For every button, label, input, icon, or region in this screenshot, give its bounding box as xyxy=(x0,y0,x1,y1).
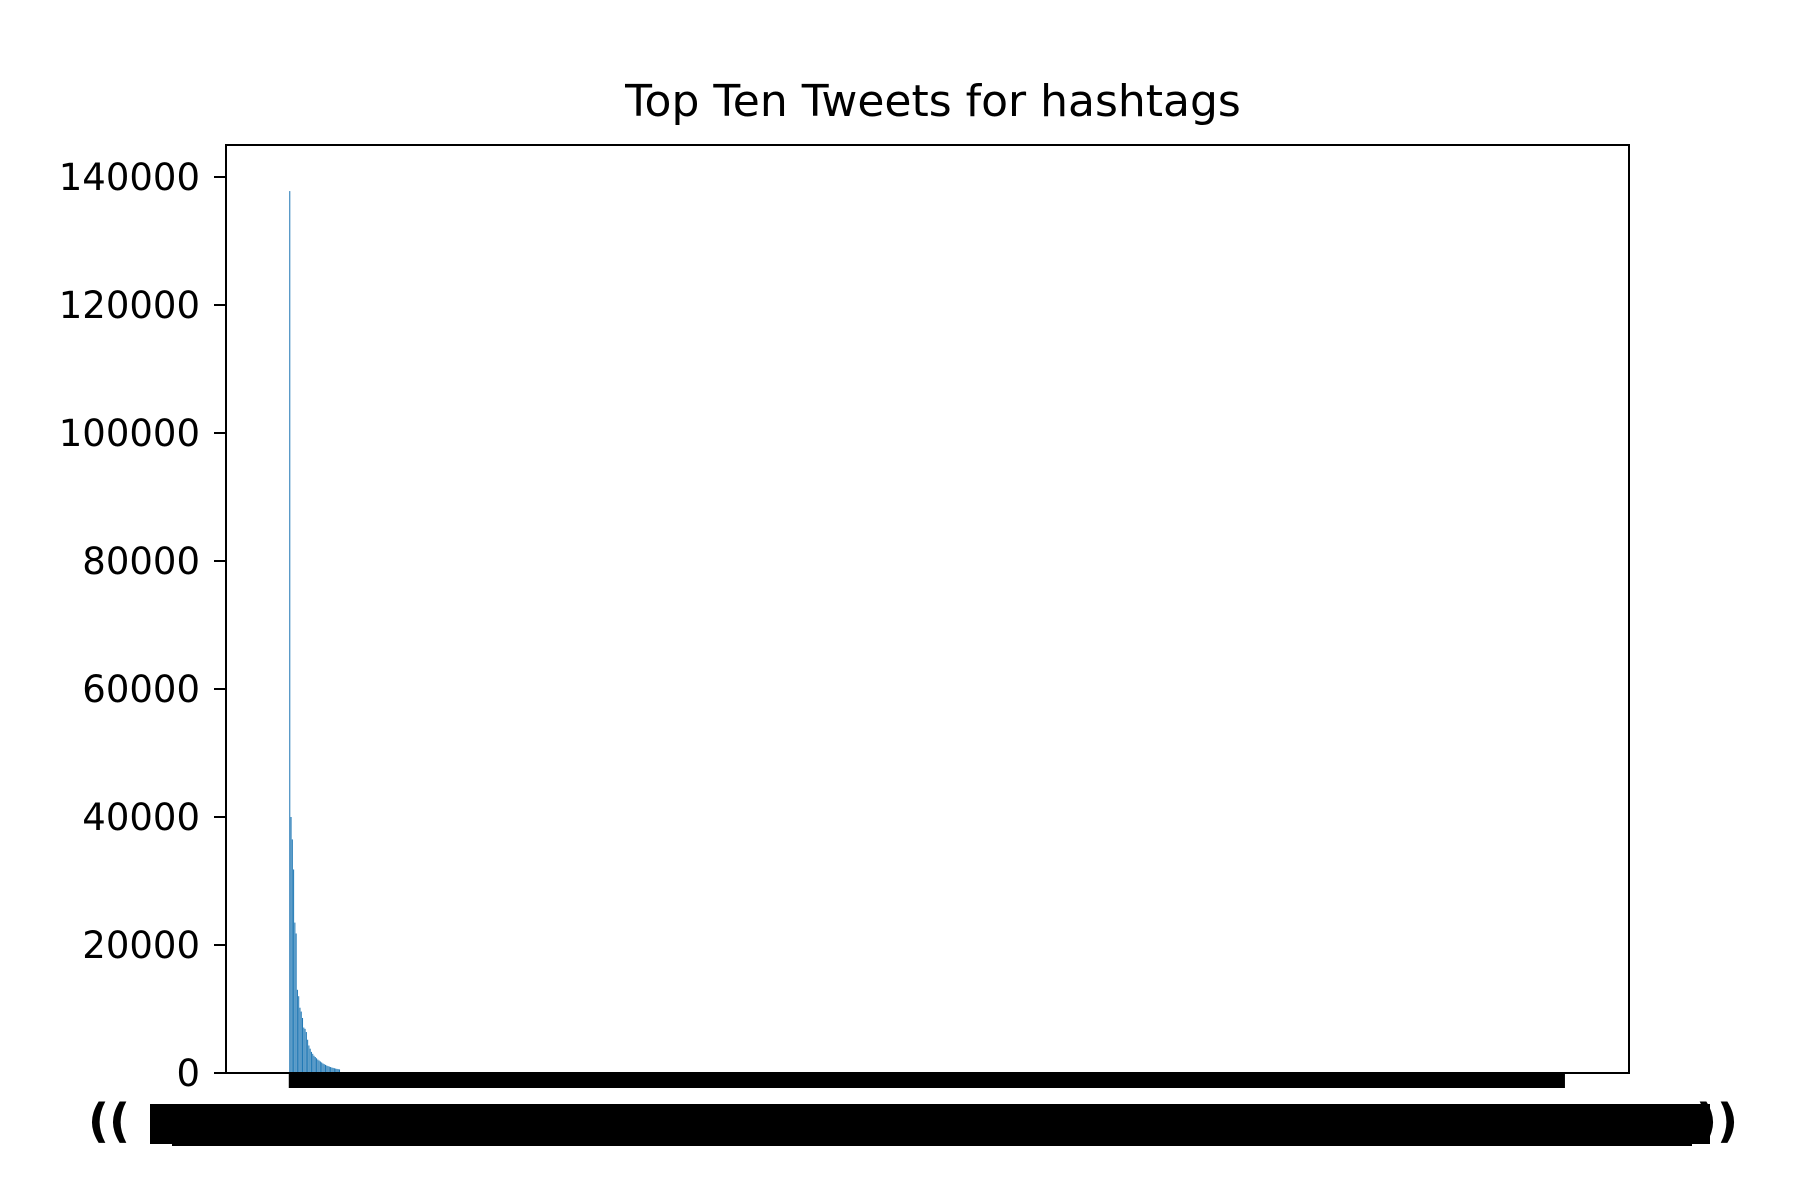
bar xyxy=(318,1060,320,1073)
bar xyxy=(330,1067,332,1073)
x-label-right-paren: )) xyxy=(1696,1094,1738,1148)
bar xyxy=(308,1045,310,1073)
bar xyxy=(300,1011,302,1073)
chart-title: Top Ten Tweets for hashtags xyxy=(624,76,1241,127)
y-tick-label: 120000 xyxy=(59,284,200,327)
bar xyxy=(299,1007,301,1073)
bar xyxy=(295,933,297,1073)
y-tick-label: 100000 xyxy=(59,412,200,455)
bar xyxy=(293,869,295,1073)
bar xyxy=(337,1069,339,1073)
bar xyxy=(310,1051,312,1073)
bar xyxy=(339,1069,341,1073)
y-tick-label: 80000 xyxy=(82,540,200,583)
y-tick-label: 20000 xyxy=(82,924,200,967)
bar xyxy=(331,1067,333,1073)
bar xyxy=(314,1057,316,1073)
y-tick-label: 0 xyxy=(176,1052,200,1095)
bar xyxy=(312,1053,314,1073)
bar xyxy=(290,817,292,1073)
bar xyxy=(303,1027,305,1073)
y-tick-label: 140000 xyxy=(59,156,200,199)
bar xyxy=(335,1068,337,1073)
bar xyxy=(309,1048,311,1073)
bar xyxy=(304,1028,306,1073)
bar xyxy=(328,1066,330,1073)
bar xyxy=(322,1063,324,1073)
bar xyxy=(307,1039,309,1073)
y-axis: 0 20000 40000 60000 80000 100000 120000 140000 xyxy=(59,156,226,1095)
bar xyxy=(332,1067,334,1073)
x-tick-labels-descenders xyxy=(172,1136,1692,1146)
bar xyxy=(324,1064,326,1073)
x-label-left-paren: (( xyxy=(88,1094,130,1148)
bar xyxy=(289,191,291,1073)
y-tick-label: 40000 xyxy=(82,796,200,839)
bar xyxy=(296,989,298,1073)
bar xyxy=(336,1068,338,1073)
bar xyxy=(326,1065,328,1073)
bar xyxy=(291,839,293,1073)
bar xyxy=(327,1066,329,1073)
bar xyxy=(319,1061,321,1073)
bar xyxy=(305,1032,307,1073)
x-tick-labels: (()) xyxy=(88,1094,1738,1148)
bar xyxy=(321,1062,323,1073)
bar xyxy=(302,1017,304,1073)
bar xyxy=(333,1068,335,1073)
bar xyxy=(294,922,296,1073)
bar xyxy=(298,996,300,1073)
bar xyxy=(323,1064,325,1073)
bar xyxy=(317,1059,319,1073)
x-axis-ticks xyxy=(288,1073,1565,1088)
bar xyxy=(313,1055,315,1073)
y-tick-label: 60000 xyxy=(82,668,200,711)
bar xyxy=(316,1058,318,1073)
plot-frame xyxy=(225,144,1630,1074)
